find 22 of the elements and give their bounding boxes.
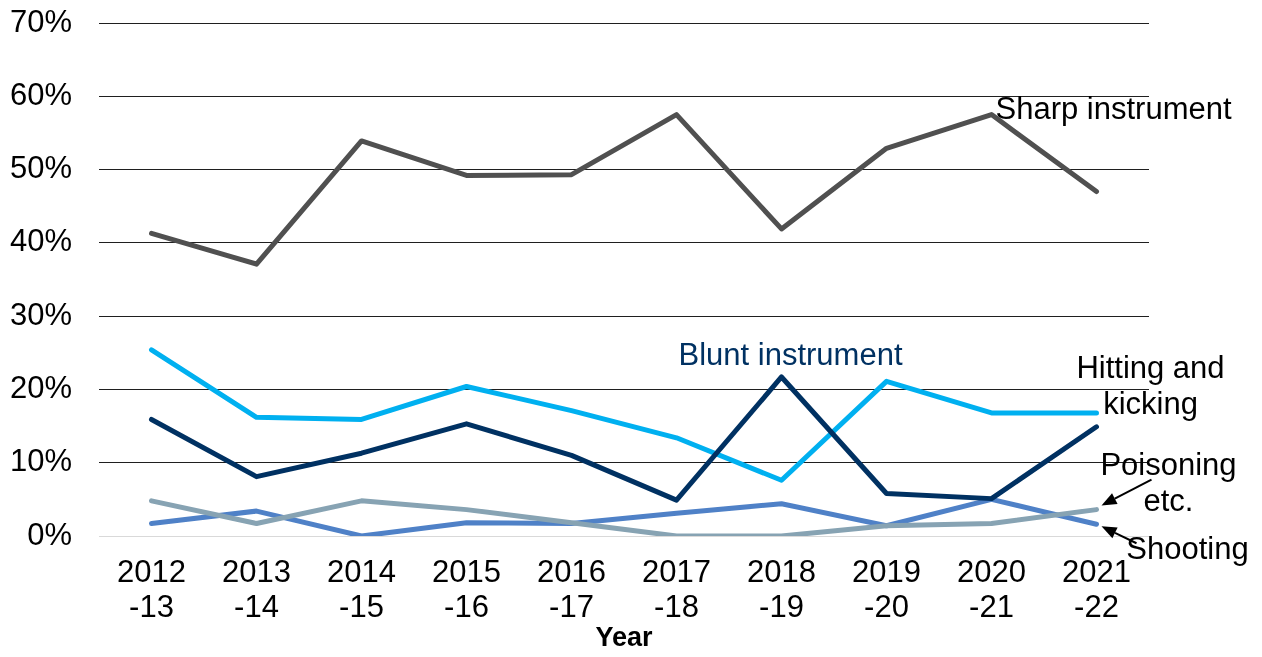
y-tick-label: 0% [27,516,72,552]
y-tick-label: 70% [9,3,72,39]
x-tick-label: 2013-14 [222,554,291,625]
y-tick-label: 20% [9,369,72,405]
y-tick-label: 30% [9,296,72,332]
x-tick-label: 2016-17 [537,554,606,625]
series-label: Blunt instrument [678,336,903,372]
series-label: Sharp instrument [995,91,1232,127]
series-label: Hitting and kicking [1076,350,1225,422]
x-tick-label: 2018-19 [747,554,816,625]
y-tick-label: 60% [9,76,72,112]
x-tick-label: 2014-15 [327,554,396,625]
y-tick-label: 40% [9,223,72,259]
series-label: Poisoning etc. [1100,447,1237,519]
x-tick-label: 2020-21 [957,554,1026,625]
y-tick-label: 10% [9,443,72,479]
x-tick-label: 2019-20 [852,554,921,625]
x-tick-label: 2015-16 [432,554,501,625]
x-tick-label: 2012-13 [117,554,186,625]
x-axis-title: Year [595,622,654,653]
x-tick-label: 2017-18 [642,554,711,625]
y-tick-label: 50% [9,150,72,186]
